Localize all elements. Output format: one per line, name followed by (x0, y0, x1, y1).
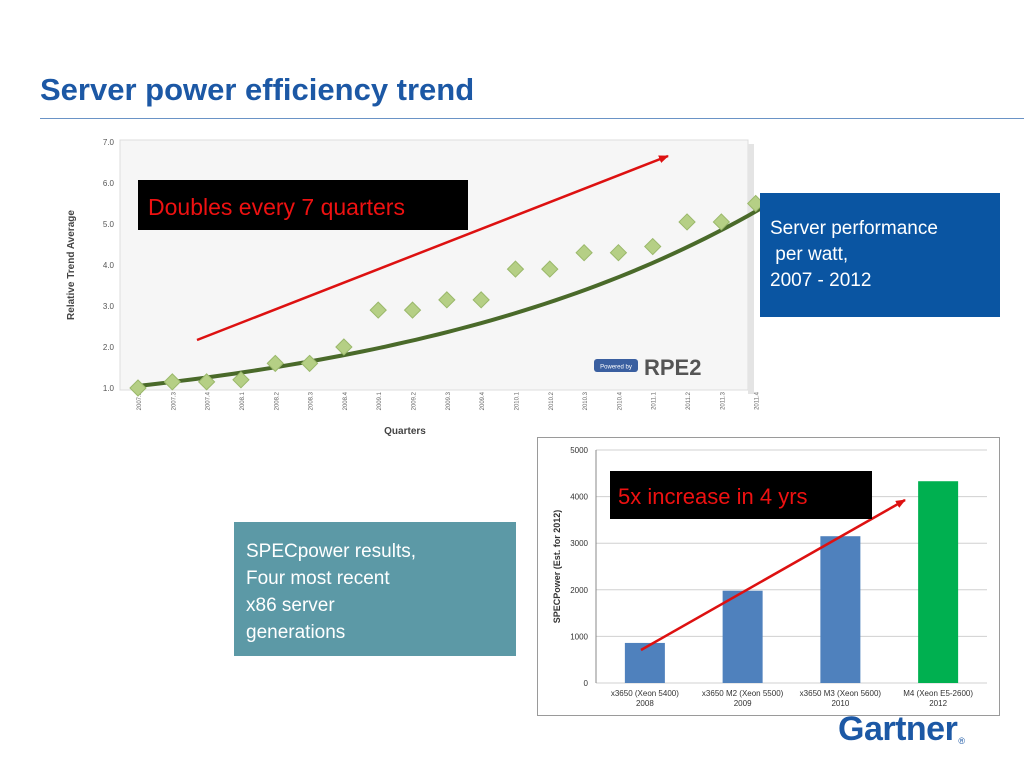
y-tick-label: 2.0 (103, 343, 115, 352)
x-axis-label: Quarters (384, 426, 426, 437)
x-tick-year-label: 2008 (636, 699, 654, 708)
trend-line (136, 206, 760, 388)
x-tick-year-label: 2010 (831, 699, 849, 708)
box2-line-4: generations (246, 622, 346, 643)
y-axis-label: Relative Trend Average (66, 210, 77, 320)
data-point (232, 371, 250, 389)
data-point (472, 291, 490, 309)
data-point (575, 243, 593, 262)
data-point (335, 338, 353, 356)
data-point (541, 260, 559, 278)
x-tick-label: 2009.2 (412, 391, 418, 410)
data-point (129, 379, 147, 397)
bar (820, 536, 861, 683)
logo-text: Gartner (838, 710, 958, 748)
x-tick-year-label: 2012 (929, 699, 947, 708)
specpower-chart-frame: 0 1000 2000 3000 4000 5000 SPECPower (Est. for… (537, 437, 1000, 716)
annotation-box (610, 471, 872, 519)
plot-area (119, 139, 749, 391)
y-tick-label: 0 (584, 679, 589, 688)
data-point (300, 354, 319, 373)
x-tick-label: 2011.4 (755, 391, 760, 410)
box1-line-1: Server performance (770, 218, 938, 239)
x-tick-label: 2007.4 (206, 391, 212, 410)
y-axis-label: SPECPower (Est. for 2012) (552, 510, 562, 624)
y-tick-label: 5000 (570, 446, 588, 455)
growth-arrow (196, 154, 669, 342)
x-tick-label: 2009.1 (377, 391, 383, 410)
data-point (506, 260, 525, 278)
y-tick-label: 1.0 (103, 384, 115, 393)
bar (624, 642, 665, 683)
y-tick-label: 5.0 (103, 220, 115, 229)
x-tick-label: 2009.4 (480, 391, 486, 410)
x-tick-label: 2010.4 (617, 391, 623, 410)
gartner-logo: Gartner® (838, 710, 965, 749)
box2-line-2: Four most recent (246, 568, 390, 589)
bar (722, 590, 763, 683)
trend-chart: 1.0 2.0 3.0 4.0 5.0 6.0 7.0 Relative Trend Aver… (66, 138, 760, 437)
data-point (609, 243, 628, 262)
x-tick-label: x3650 M2 (Xeon 5500) (702, 689, 784, 698)
data-point (197, 373, 216, 391)
annotation-text: Doubles every 7 quarters (148, 194, 405, 220)
data-point (369, 301, 387, 319)
title-divider (40, 118, 1024, 119)
y-tick-label: 7.0 (103, 138, 115, 147)
x-tick-label: 2008.2 (274, 391, 280, 410)
data-point (746, 194, 760, 213)
data-point (266, 354, 284, 373)
x-tick-label: 2008.3 (309, 391, 315, 410)
x-tick-label: 2008.1 (240, 391, 246, 410)
x-tick-label: M4 (Xeon E5-2600) (903, 689, 973, 698)
x-tick-label: 2011.1 (652, 391, 658, 410)
plot-shadow (748, 144, 754, 394)
box1-line-2: per watt, (770, 244, 849, 265)
data-point (712, 213, 731, 231)
box2-line-3: x86 server (246, 595, 335, 616)
slide-title: Server power efficiency trend (40, 72, 475, 107)
growth-arrow (640, 498, 906, 652)
x-tick-label: 2010.3 (583, 391, 589, 410)
registered-mark: ® (958, 736, 965, 746)
bar (918, 481, 959, 683)
data-point (678, 213, 696, 231)
x-tick-label: 2011.3 (720, 391, 726, 410)
x-tick-label: 2007.3 (171, 391, 177, 410)
data-point (163, 373, 182, 391)
x-tick-label: 2010.2 (549, 391, 555, 410)
annotation-text: 5x increase in 4 yrs (618, 484, 808, 509)
x-tick-year-label: 2009 (734, 699, 752, 708)
y-tick-label: 3.0 (103, 302, 115, 311)
box2-line-1: SPECpower results, (246, 541, 417, 562)
y-tick-label: 1000 (570, 632, 588, 641)
data-point (403, 301, 422, 319)
powered-by-badge (594, 359, 638, 372)
y-tick-label: 2000 (570, 586, 588, 595)
x-tick-label: 2008.4 (343, 391, 349, 410)
x-tick-label: x3650 (Xeon 5400) (611, 689, 679, 698)
specpower-chart: 0 1000 2000 3000 4000 5000 SPECPower (Est. for… (552, 446, 987, 708)
y-tick-label: 6.0 (103, 179, 115, 188)
server-performance-box: Server performance per watt, 2007 - 2012 (760, 193, 1000, 317)
powered-by-text: Powered by (600, 365, 632, 371)
x-tick-label: x3650 M3 (Xeon 5600) (800, 689, 882, 698)
specpower-box: SPECpower results, Four most recent x86 … (234, 522, 516, 656)
x-tick-label: 2009.3 (446, 391, 452, 410)
annotation-box (138, 180, 468, 230)
rpe2-logo-text: RPE2 (644, 355, 701, 380)
y-tick-label: 4000 (570, 493, 588, 502)
x-tick-label: 2011.2 (686, 391, 692, 410)
x-tick-label: 2007.1 (137, 391, 143, 410)
box1-line-3: 2007 - 2012 (770, 270, 872, 291)
y-tick-label: 4.0 (103, 261, 115, 270)
data-point (644, 237, 662, 256)
data-point (438, 291, 456, 309)
y-tick-label: 3000 (570, 539, 588, 548)
x-tick-label: 2010.1 (514, 391, 520, 410)
